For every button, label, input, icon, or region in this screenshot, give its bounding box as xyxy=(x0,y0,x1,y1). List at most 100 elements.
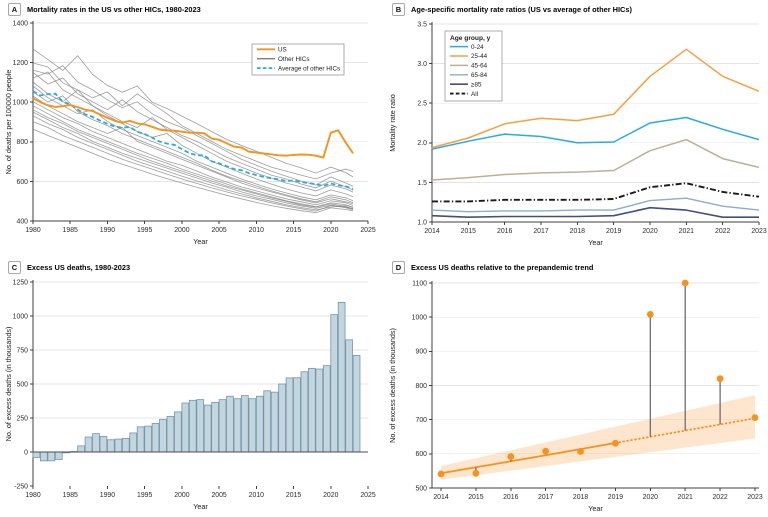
svg-text:≥85: ≥85 xyxy=(471,81,482,88)
svg-text:2021: 2021 xyxy=(679,228,694,235)
svg-text:500: 500 xyxy=(416,485,428,492)
svg-text:3.0: 3.0 xyxy=(417,61,427,68)
svg-text:2010: 2010 xyxy=(249,492,264,499)
svg-text:1990: 1990 xyxy=(100,492,115,499)
confidence-band xyxy=(441,395,755,480)
svg-text:1980: 1980 xyxy=(25,227,40,234)
svg-text:1200: 1200 xyxy=(13,60,28,67)
axes xyxy=(429,22,760,225)
svg-text:2015: 2015 xyxy=(468,494,483,501)
svg-text:2025: 2025 xyxy=(360,492,375,499)
y-axis-label: No. of deaths per 100000 people xyxy=(4,70,13,175)
svg-text:65-84: 65-84 xyxy=(471,72,488,79)
svg-text:2005: 2005 xyxy=(211,492,226,499)
svg-text:2023: 2023 xyxy=(751,228,766,235)
svg-text:All: All xyxy=(471,91,478,98)
panel-c-title: Excess US deaths, 1980-2023 xyxy=(27,263,131,272)
svg-text:800: 800 xyxy=(17,139,29,146)
svg-text:2023: 2023 xyxy=(747,494,762,501)
svg-text:2025: 2025 xyxy=(360,227,375,234)
svg-text:2021: 2021 xyxy=(678,494,693,501)
svg-text:2000: 2000 xyxy=(174,492,189,499)
gridlines xyxy=(432,282,759,455)
svg-text:Average of other HICs: Average of other HICs xyxy=(278,65,340,72)
svg-text:0-24: 0-24 xyxy=(471,44,484,51)
trend-line-solid xyxy=(440,442,616,475)
svg-text:2020: 2020 xyxy=(323,492,338,499)
series xyxy=(431,48,760,218)
svg-text:600: 600 xyxy=(416,451,428,458)
svg-text:1000: 1000 xyxy=(13,313,28,320)
svg-text:800: 800 xyxy=(416,383,428,390)
panel-a-label: A xyxy=(8,3,21,16)
svg-text:400: 400 xyxy=(17,218,29,225)
series xyxy=(32,48,354,214)
panel-c-label: C xyxy=(8,261,21,274)
svg-text:2022: 2022 xyxy=(712,494,727,501)
svg-text:2020: 2020 xyxy=(642,228,657,235)
panel-d-title: Excess US deaths relative to the prepand… xyxy=(411,263,594,272)
svg-text:1000: 1000 xyxy=(412,315,427,322)
svg-text:US: US xyxy=(278,47,287,54)
svg-text:1000: 1000 xyxy=(13,100,28,107)
chart-c-canvas: -250 0 250 500 750 1000 1250 1980 1985 1990 1995 20… xyxy=(4,279,376,511)
legend: Age group, y 0-24 25-44 45-64 65-84 ≥85 All xyxy=(444,30,503,102)
svg-text:1250: 1250 xyxy=(13,279,28,286)
svg-text:Other HICs: Other HICs xyxy=(278,56,310,63)
svg-text:1990: 1990 xyxy=(100,227,115,234)
svg-text:1.0: 1.0 xyxy=(417,219,427,226)
svg-text:2005: 2005 xyxy=(211,227,226,234)
svg-text:3.5: 3.5 xyxy=(417,21,427,28)
x-axis-label: Year xyxy=(193,237,208,246)
svg-text:2.0: 2.0 xyxy=(417,140,427,147)
svg-text:1995: 1995 xyxy=(137,227,152,234)
axes xyxy=(30,21,369,224)
panel-d-label: D xyxy=(392,261,405,274)
axes xyxy=(429,281,759,491)
observed-points xyxy=(437,279,759,478)
svg-text:2018: 2018 xyxy=(570,228,585,235)
svg-text:2015: 2015 xyxy=(461,228,476,235)
x-axis-label: Year xyxy=(193,502,208,511)
svg-text:2018: 2018 xyxy=(573,494,588,501)
svg-text:2000: 2000 xyxy=(174,227,189,234)
panel-a: A Mortality rates in the US vs other HIC… xyxy=(0,0,384,258)
svg-text:1.5: 1.5 xyxy=(417,180,427,187)
bars xyxy=(32,302,361,462)
svg-text:2014: 2014 xyxy=(424,228,439,235)
svg-text:750: 750 xyxy=(17,347,29,354)
svg-text:1985: 1985 xyxy=(63,227,78,234)
svg-text:2019: 2019 xyxy=(608,494,623,501)
chart-d-canvas: 500 600 700 800 900 1000 1100 2014 2015 2016 2017 2… xyxy=(388,279,763,513)
svg-text:2014: 2014 xyxy=(433,494,448,501)
panel-b-label: B xyxy=(392,3,405,16)
svg-text:2016: 2016 xyxy=(497,228,512,235)
x-axis-label: Year xyxy=(588,504,603,513)
svg-text:2010: 2010 xyxy=(249,227,264,234)
svg-text:1100: 1100 xyxy=(412,280,427,287)
svg-text:2016: 2016 xyxy=(503,494,518,501)
svg-text:250: 250 xyxy=(17,415,29,422)
svg-text:2020: 2020 xyxy=(323,227,338,234)
chart-b-canvas: 1.0 1.5 2.0 2.5 3.0 3.5 2014 2015 2016 2017 2018 20… xyxy=(388,21,767,247)
svg-text:2.5: 2.5 xyxy=(417,101,427,108)
panel-c-header: C Excess US deaths, 1980-2023 xyxy=(8,261,130,274)
x-axis-label: Year xyxy=(588,238,603,247)
panel-c: C Excess US deaths, 1980-2023 -250 0 250 50… xyxy=(0,258,384,517)
svg-text:2015: 2015 xyxy=(286,227,301,234)
svg-text:900: 900 xyxy=(416,349,428,356)
svg-text:500: 500 xyxy=(17,381,29,388)
svg-text:2015: 2015 xyxy=(286,492,301,499)
panel-b: B Age-specific mortality rate ratios (US… xyxy=(384,0,768,258)
svg-text:1400: 1400 xyxy=(13,20,28,27)
svg-text:-250: -250 xyxy=(14,483,28,490)
svg-text:2022: 2022 xyxy=(715,228,730,235)
legend: US Other HICs Average of other HICs xyxy=(251,43,345,76)
svg-text:1980: 1980 xyxy=(25,492,40,499)
svg-text:1985: 1985 xyxy=(63,492,78,499)
svg-text:1995: 1995 xyxy=(137,492,152,499)
svg-text:45-64: 45-64 xyxy=(471,63,488,70)
y-axis-label: No. of excess deaths (in thousands) xyxy=(4,327,13,442)
svg-text:25-44: 25-44 xyxy=(471,53,488,60)
